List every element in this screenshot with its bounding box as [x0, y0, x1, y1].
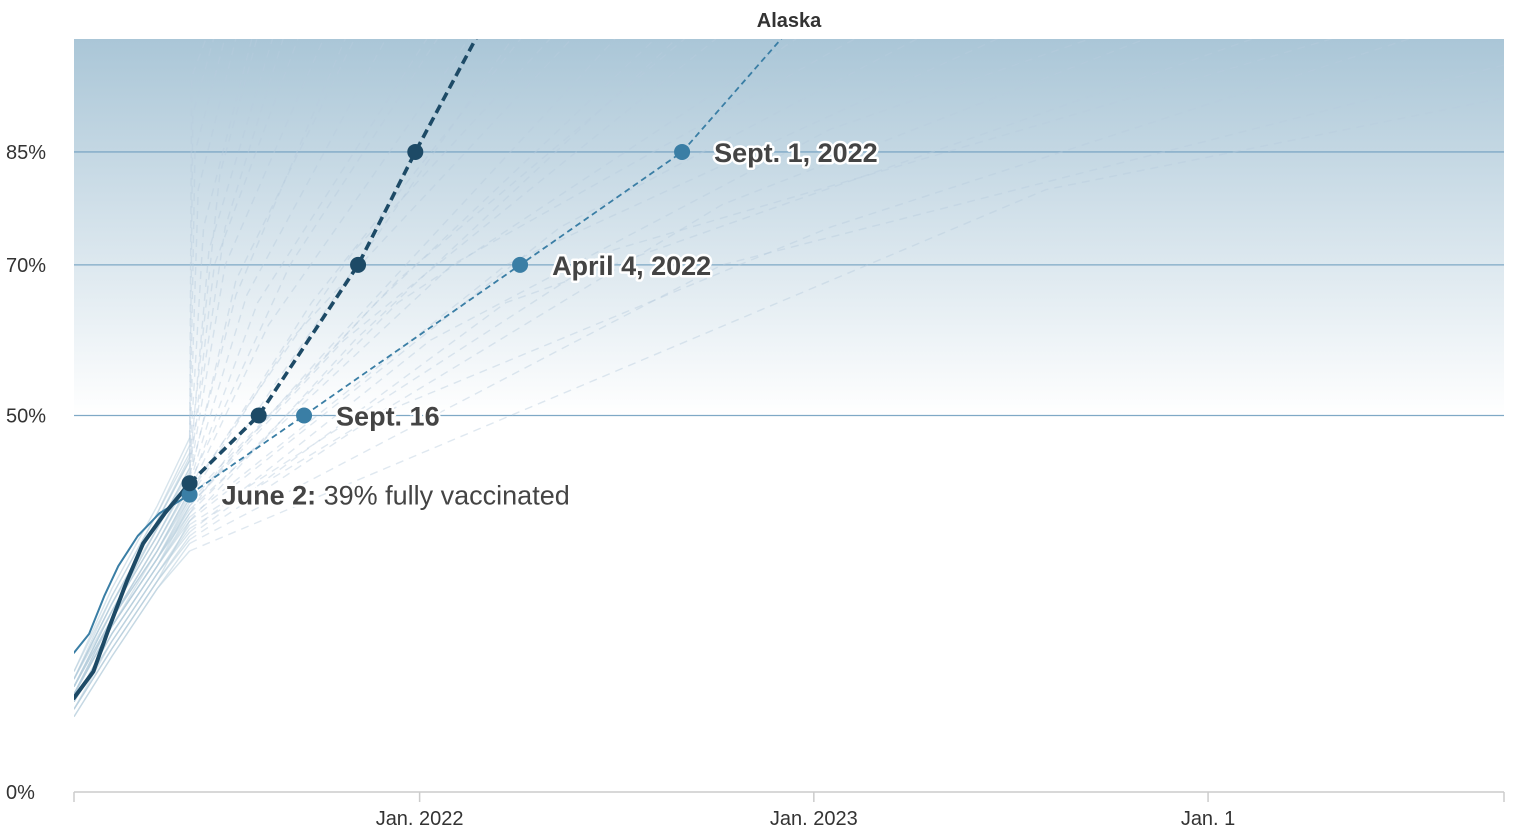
other-state-projection-34: [188, 39, 284, 469]
other-state-projection-16: [188, 39, 325, 476]
x-tick-label-2: Jan. 1: [1181, 808, 1235, 830]
y-tick-label-3: 85%: [6, 142, 46, 164]
annotation-0: June 2: 39% fully vaccinated: [222, 481, 570, 511]
other-state-projection-1: [189, 39, 1092, 533]
highlighted-dark-marker-3: [407, 143, 424, 160]
milestone-markers: [181, 143, 691, 503]
other-state-projection-30: [189, 39, 686, 499]
annotation-detail: 39% fully vaccinated: [316, 481, 570, 511]
other-state-projection-20: [188, 39, 237, 457]
other-state-projection-21: [188, 39, 226, 454]
other-state-projection-6: [189, 39, 798, 514]
other-state-history-32: [74, 482, 191, 687]
axes: Jan. 2022 Jan. 2023 Jan. 1 0% 50% 70% 85%: [6, 142, 1505, 830]
other-state-history-31: [74, 490, 191, 695]
other-state-projection-25: [189, 64, 1504, 545]
annotation-date: Sept. 1, 2022: [714, 138, 878, 168]
other-state-projection-17: [188, 39, 299, 473]
other-state-projection-27: [189, 39, 678, 522]
other-state-projection-33: [188, 39, 346, 476]
other-state-history-8: [74, 505, 191, 695]
other-state-projection-5: [189, 39, 999, 518]
other-state-projection-14: [188, 39, 387, 484]
other-state-projection-10: [189, 39, 573, 499]
y-tick-label-2: 70%: [6, 255, 46, 277]
other-state-projection-22: [188, 39, 215, 446]
highlighted-dark-marker-2: [350, 256, 367, 273]
other-state-projection-28: [189, 39, 513, 514]
other-state-projection-4: [189, 39, 919, 522]
other-state-projection-32: [188, 39, 439, 484]
other-state-projection-26: [189, 39, 1255, 537]
other-state-projection-29: [189, 39, 616, 507]
annotation-date: April 4, 2022: [552, 251, 711, 281]
highlighted-dark-history-line: [74, 481, 192, 700]
other-state-projection-0: [189, 39, 1411, 541]
highlighted-state-history-line: [74, 493, 191, 654]
threshold-gridlines: [74, 151, 1504, 417]
other-state-projection-24: [189, 97, 1504, 552]
other-state-projection-12: [188, 39, 470, 492]
highlighted-dark-projection-line: [188, 39, 478, 485]
other-state-projection-7: [189, 39, 856, 511]
annotation-2: April 4, 2022: [552, 251, 711, 281]
other-state-projection-19: [188, 39, 253, 461]
annotation-date: Sept. 16: [336, 402, 440, 432]
other-state-projection-35: [188, 39, 258, 461]
above-50-percent-band: [74, 39, 1504, 416]
highlighted-state-marker-3: [674, 143, 691, 160]
other-state-projection-3: [189, 39, 1334, 526]
x-tick-label-0: Jan. 2022: [376, 808, 464, 830]
other-state-projection-11: [189, 39, 522, 495]
other-state-projection-9: [189, 39, 656, 503]
highlighted-dark-marker-1: [250, 407, 267, 424]
highlighted-dark-marker-0: [181, 475, 198, 492]
highlighted-state-marker-2: [512, 256, 529, 273]
other-state-projection-2: [189, 39, 1147, 530]
other-state-history-34: [74, 467, 191, 680]
highlighted-state-marker-1: [296, 407, 313, 424]
other-state-projection-8: [189, 39, 717, 507]
other-state-history-23: [74, 437, 191, 672]
other-state-projection-18: [188, 39, 274, 469]
y-tick-label-0: 0%: [6, 782, 35, 804]
x-tick-label-1: Jan. 2023: [770, 808, 858, 830]
annotation-date: June 2:: [222, 481, 317, 511]
annotations: June 2: 39% fully vaccinated Sept. 16 Apri…: [219, 135, 880, 513]
other-states-lines: [74, 39, 1504, 718]
other-state-projection-13: [188, 39, 428, 488]
highlighted-state-marker-0: [181, 486, 198, 503]
other-state-projection-31: [189, 39, 551, 492]
other-state-history-27: [74, 520, 191, 710]
annotation-1: Sept. 16: [336, 402, 440, 432]
annotation-3: Sept. 1, 2022: [714, 138, 878, 168]
other-state-history-25: [74, 543, 191, 718]
chart-title: Alaska: [757, 10, 822, 32]
other-state-history-22: [74, 445, 191, 672]
y-tick-label-1: 50%: [6, 406, 46, 428]
